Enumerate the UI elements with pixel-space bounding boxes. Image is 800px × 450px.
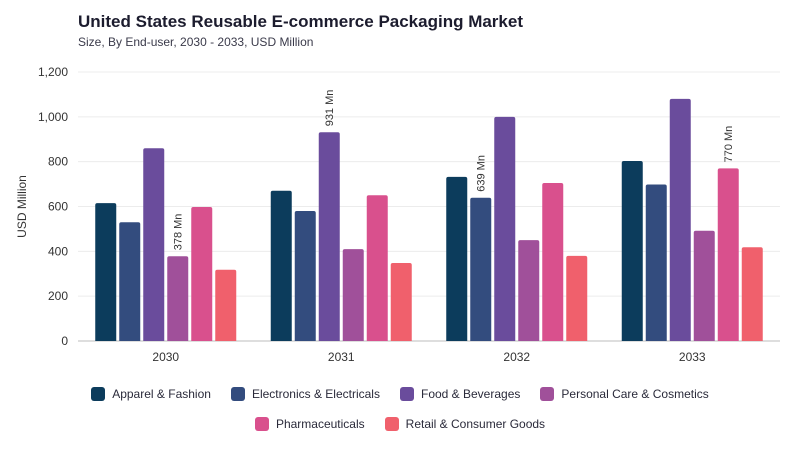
bar xyxy=(191,206,213,341)
bar xyxy=(542,182,564,341)
legend-label: Pharmaceuticals xyxy=(275,417,365,431)
legend-swatch xyxy=(384,417,399,431)
legend-swatch xyxy=(254,417,269,431)
chart-subtitle: Size, By End-user, 2030 - 2033, USD Mill… xyxy=(78,35,314,49)
legend-item-retail[interactable]: Retail & Consumer Goods xyxy=(384,417,546,431)
bar xyxy=(366,195,388,341)
bar xyxy=(446,176,468,341)
bar xyxy=(669,98,691,342)
bar xyxy=(717,168,739,341)
bar-chart: 0 200 400 600 800 1,000 1,200 USD Million 378 Mn… xyxy=(15,65,780,364)
legend-swatch xyxy=(540,387,555,401)
data-label: 639 Mn xyxy=(476,155,488,192)
bar xyxy=(95,203,117,341)
x-tick-label: 2031 xyxy=(328,350,355,364)
data-label: 931 Mn xyxy=(324,90,336,127)
bar xyxy=(294,210,316,341)
x-tick-label: 2030 xyxy=(152,350,179,364)
bar xyxy=(518,240,540,341)
legend-label: Electronics & Electricals xyxy=(251,387,380,401)
data-label: 378 Mn xyxy=(173,214,185,251)
bar xyxy=(215,269,237,341)
legend-row-2: Pharmaceuticals Retail & Consumer Goods xyxy=(0,413,800,435)
x-tick-label: 2032 xyxy=(503,350,530,364)
data-label: 770 Mn xyxy=(723,126,735,163)
y-tick-label: 1,200 xyxy=(38,65,68,79)
bar xyxy=(167,256,189,341)
bar xyxy=(693,230,715,341)
legend-row-1: Apparel & Fashion Electronics & Electric… xyxy=(0,383,800,405)
bar xyxy=(143,148,165,341)
bar xyxy=(741,247,763,341)
legend-item-personal-care[interactable]: Personal Care & Cosmetics xyxy=(540,387,709,401)
legend-label: Apparel & Fashion xyxy=(112,387,211,401)
bar xyxy=(318,132,340,341)
x-tick-label: 2033 xyxy=(679,350,706,364)
y-tick-label: 800 xyxy=(48,155,68,169)
y-tick-label: 600 xyxy=(48,200,68,214)
legend-item-food[interactable]: Food & Beverages xyxy=(399,387,521,401)
legend-item-pharmaceuticals[interactable]: Pharmaceuticals xyxy=(254,417,365,431)
legend-swatch xyxy=(91,387,106,401)
y-tick-label: 1,000 xyxy=(38,110,68,124)
bar xyxy=(621,160,643,341)
y-axis-label: USD Million xyxy=(15,175,29,238)
legend-label: Food & Beverages xyxy=(420,387,521,401)
chart-title: United States Reusable E-commerce Packag… xyxy=(78,12,523,31)
legend-item-apparel[interactable]: Apparel & Fashion xyxy=(91,387,211,401)
legend-label: Personal Care & Cosmetics xyxy=(561,387,709,401)
legend-label: Retail & Consumer Goods xyxy=(405,417,546,431)
legend-swatch xyxy=(399,387,414,401)
legend-swatch xyxy=(230,387,245,401)
bar xyxy=(470,197,492,341)
bar xyxy=(390,262,412,341)
y-tick-label: 400 xyxy=(48,244,68,258)
y-tick-label: 200 xyxy=(48,289,68,303)
bar xyxy=(494,116,516,341)
bar xyxy=(270,190,292,341)
legend-item-electronics[interactable]: Electronics & Electricals xyxy=(230,387,380,401)
bar xyxy=(566,255,588,341)
y-tick-label: 0 xyxy=(61,334,68,348)
bar xyxy=(342,249,364,341)
bar xyxy=(645,184,667,341)
legend: Apparel & Fashion Electronics & Electric… xyxy=(0,383,800,443)
bar xyxy=(119,222,141,341)
